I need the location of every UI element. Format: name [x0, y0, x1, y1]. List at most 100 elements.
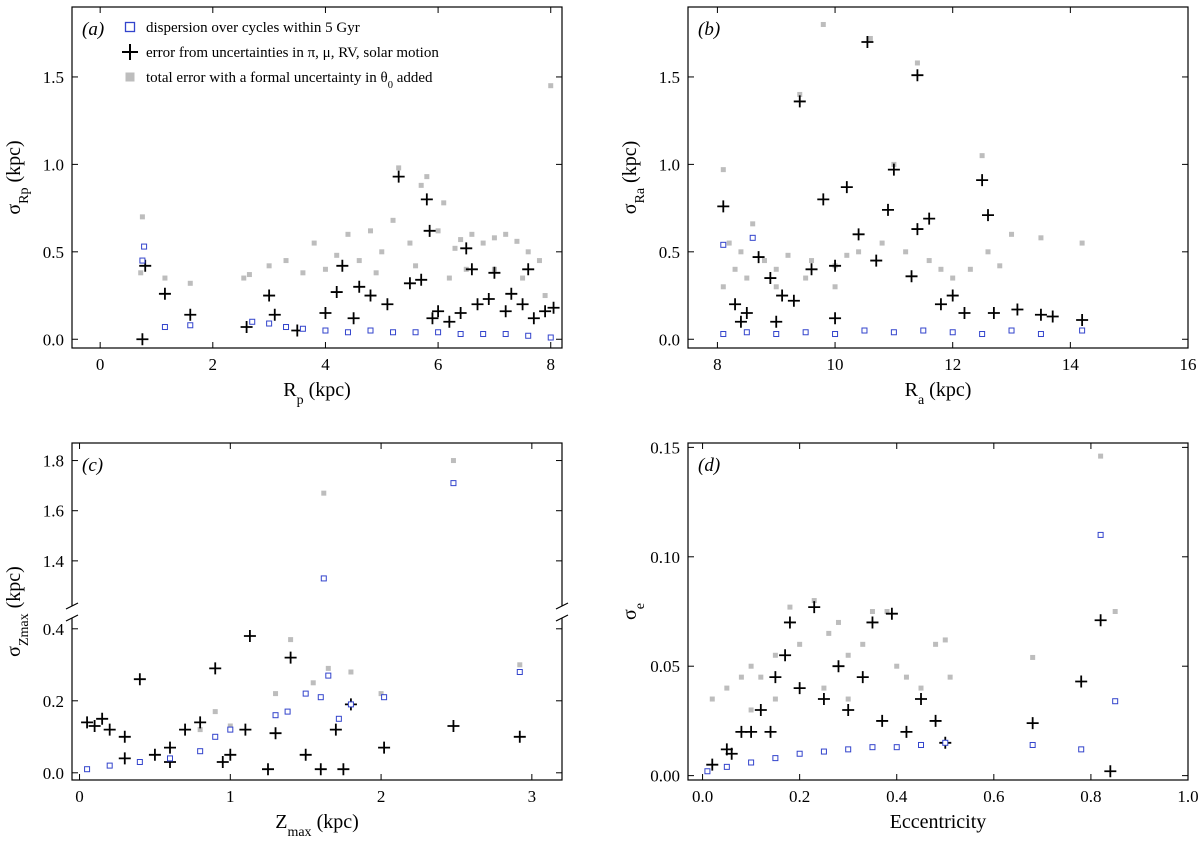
y-tick-label: 0.2 — [43, 692, 64, 711]
data-point — [918, 685, 924, 691]
data-point — [302, 690, 309, 697]
data-point — [903, 674, 909, 680]
data-point — [81, 716, 94, 729]
data-point — [118, 752, 131, 765]
x-tick-label: 1 — [226, 787, 235, 806]
data-point — [950, 275, 956, 281]
panel-c: 0 1 2 3 0.0 0.2 0.4 1.4 1.6 1.8 Zmax (kpc) σZmax (k… — [3, 442, 569, 840]
data-point — [209, 662, 222, 675]
y-tick-label: 0.0 — [43, 330, 64, 349]
data-point — [249, 318, 256, 325]
data-point — [720, 167, 726, 173]
data-point — [845, 696, 851, 702]
data-point — [491, 235, 497, 241]
x-tick-label: 2 — [209, 355, 218, 374]
data-point — [469, 231, 475, 237]
x-axis-label: Ra (kpc) — [905, 379, 972, 408]
data-point — [750, 221, 756, 227]
data-point — [911, 69, 924, 82]
data-point — [268, 308, 281, 321]
data-point — [179, 723, 192, 736]
data-point — [987, 307, 1000, 320]
data-point — [435, 228, 441, 234]
data-point — [743, 329, 750, 336]
data-point — [299, 325, 306, 332]
data-point — [300, 270, 306, 276]
data-point — [1079, 327, 1086, 334]
data-point — [726, 240, 732, 246]
data-point — [732, 266, 738, 272]
data-point — [1094, 614, 1107, 627]
data-point — [378, 741, 391, 754]
data-point — [926, 258, 932, 264]
data-point — [227, 723, 233, 729]
data-point — [167, 755, 173, 762]
data-point — [96, 712, 109, 725]
data-point — [499, 305, 512, 318]
data-point — [776, 289, 789, 302]
data-point — [842, 703, 855, 716]
data-point — [802, 329, 809, 336]
data-point — [403, 277, 416, 290]
data-point — [809, 258, 815, 264]
data-point — [527, 312, 540, 325]
y-tick-label: 1.0 — [659, 155, 680, 174]
data-point — [761, 258, 767, 264]
x-tick-label: 0.6 — [983, 787, 1004, 806]
y-tick-label: 0.5 — [43, 243, 64, 262]
legend-marker-cross — [122, 44, 138, 60]
data-point — [967, 266, 973, 272]
data-point — [1037, 331, 1044, 338]
data-point — [797, 91, 803, 97]
data-point — [704, 768, 711, 775]
data-point — [480, 240, 486, 246]
data-point — [133, 673, 146, 686]
data-point — [769, 671, 782, 684]
data-point — [738, 674, 744, 680]
data-point — [450, 458, 456, 464]
y-tick-label: 0.15 — [650, 438, 680, 457]
data-point — [942, 739, 949, 746]
data-point — [820, 748, 827, 755]
y-tick-label: 1.4 — [43, 552, 65, 571]
x-tick-label: 3 — [528, 787, 537, 806]
data-point — [187, 280, 193, 286]
data-point — [770, 315, 783, 328]
data-point — [407, 240, 413, 246]
data-point — [441, 200, 447, 206]
data-point — [734, 315, 747, 328]
data-point — [856, 249, 862, 255]
series-open-square — [720, 234, 1086, 338]
data-point — [194, 716, 207, 729]
data-point — [320, 575, 327, 582]
data-point — [724, 685, 730, 691]
data-point — [118, 730, 131, 743]
data-point — [345, 231, 351, 237]
data-point — [869, 609, 875, 614]
data-point — [502, 331, 509, 338]
data-point — [720, 284, 726, 290]
data-point — [844, 252, 850, 258]
data-point — [516, 669, 523, 675]
data-point — [347, 312, 360, 325]
data-point — [725, 747, 738, 760]
data-point — [745, 725, 758, 738]
data-point — [754, 703, 767, 716]
data-point — [216, 756, 229, 768]
data-point — [884, 609, 890, 614]
data-point — [903, 249, 909, 255]
data-point — [938, 266, 944, 272]
data-point — [517, 662, 523, 668]
data-point — [1078, 746, 1085, 753]
data-point — [450, 480, 457, 487]
data-point — [471, 298, 484, 311]
series-open-square — [139, 243, 554, 341]
data-point — [905, 270, 918, 283]
data-point — [869, 744, 876, 751]
data-point — [514, 238, 520, 244]
data-point — [525, 249, 531, 255]
data-point — [423, 224, 436, 237]
data-point — [418, 182, 424, 188]
series-open-square — [704, 531, 1119, 775]
x-tick-label: 16 — [1180, 355, 1197, 374]
